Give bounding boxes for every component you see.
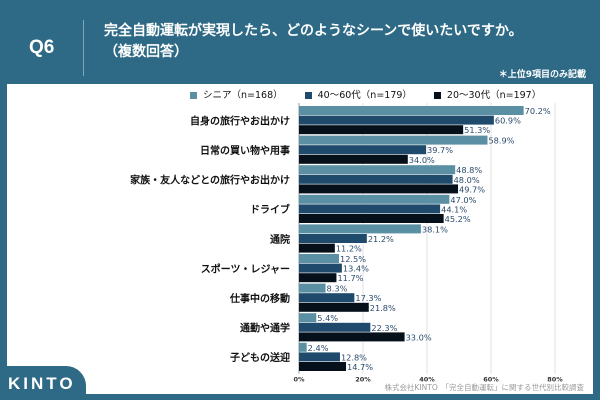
legend-label: シニア（n=168）: [203, 90, 283, 101]
bar: [299, 352, 340, 362]
data-label: 8.3%: [327, 284, 348, 294]
data-label: 48.8%: [456, 165, 482, 175]
data-label: 13.4%: [343, 264, 369, 274]
data-label: 21.8%: [370, 303, 396, 313]
bar: [299, 204, 441, 214]
bar: [299, 125, 464, 135]
category-label: 自身の旅行やお出かけ: [190, 114, 290, 127]
data-label: 33.0%: [406, 332, 432, 342]
data-label: 38.1%: [422, 224, 448, 234]
legend-item-40-60: 40〜60代（n=179）: [304, 90, 412, 102]
data-label: 21.2%: [368, 234, 394, 244]
data-label: 60.9%: [495, 116, 521, 126]
category-label: スポーツ・レジャー: [201, 262, 290, 275]
category-label: 子どもの送迎: [230, 351, 290, 364]
category-label: 通院: [270, 233, 290, 246]
bar: [299, 313, 317, 323]
bar: [299, 165, 456, 175]
category-label: ドライブ: [250, 203, 290, 216]
bar: [299, 263, 342, 273]
data-label: 14.7%: [347, 362, 373, 372]
category-label: 家族・友人などとの旅行やお出かけ: [130, 174, 290, 187]
bar: [299, 106, 524, 115]
kinto-logo: KINTO: [0, 366, 86, 400]
category-label: 通勤や通学: [240, 322, 290, 335]
x-tick-label: 40%: [419, 376, 435, 384]
source-note: 株式会社KINTO 「完全自動運転」に関する世代別比較調査: [384, 383, 584, 392]
data-label: 2.4%: [308, 343, 329, 353]
bar: [299, 135, 488, 145]
bar: [299, 115, 494, 125]
data-label: 17.3%: [355, 293, 381, 303]
data-label: 44.1%: [441, 204, 467, 214]
bar: [299, 184, 459, 194]
data-label: 5.4%: [317, 313, 338, 323]
bar: [299, 154, 408, 164]
bar: [299, 214, 444, 223]
legend-swatch: [190, 92, 197, 99]
bar: [299, 194, 450, 204]
bar: [299, 224, 421, 234]
legend-swatch: [304, 92, 312, 99]
bar: [299, 342, 307, 352]
bar: [299, 293, 355, 303]
title-line-2: （複数回答）: [104, 44, 188, 60]
data-label: 34.0%: [409, 155, 435, 165]
legend-item-senior: シニア（n=168）: [190, 90, 283, 102]
legend: シニア（n=168） 40〜60代（n=179） 20〜30代（n=197）: [190, 90, 541, 102]
bar: [299, 273, 337, 283]
legend-label: 20〜30代（n=197）: [446, 90, 542, 101]
data-label: 49.7%: [459, 184, 485, 194]
category-label: 日常の買い物や用事: [200, 144, 290, 157]
legend-label: 40〜60代（n=179）: [317, 90, 412, 101]
data-label: 39.7%: [427, 145, 453, 155]
data-label: 58.9%: [488, 136, 514, 146]
note: ＊上位9項目のみ記載: [498, 70, 586, 80]
data-label: 70.2%: [525, 106, 551, 116]
bar: [299, 362, 347, 371]
data-label: 48.0%: [454, 175, 480, 185]
data-label: 11.7%: [337, 273, 363, 283]
bar: [299, 234, 367, 243]
legend-swatch: [433, 92, 441, 99]
question-title: 完全自動運転が実現したら、どのようなシーンで使いたいですか。 （複数回答）: [104, 21, 523, 63]
bar: [299, 332, 405, 342]
x-tick-label: 0%: [293, 376, 305, 384]
data-label: 12.8%: [341, 352, 367, 362]
legend-item-20-30: 20〜30代（n=197）: [433, 90, 542, 102]
bar: [299, 322, 371, 332]
data-label: 51.3%: [464, 125, 490, 135]
bar: [299, 145, 427, 155]
title-line-1: 完全自動運転が実現したら、どのようなシーンで使いたいですか。: [104, 23, 523, 39]
x-tick-label: 20%: [355, 376, 371, 384]
data-label: 11.2%: [336, 244, 362, 254]
bar: [299, 243, 335, 253]
data-label: 45.2%: [445, 214, 471, 224]
bar: [299, 302, 369, 312]
category-label: 仕事中の移動: [229, 292, 290, 305]
bar: [299, 174, 453, 184]
divider: [83, 20, 84, 76]
data-label: 22.3%: [371, 323, 397, 333]
x-tick-label: 80%: [547, 376, 563, 384]
data-label: 47.0%: [450, 195, 476, 205]
bar: [299, 283, 326, 293]
bar: [299, 254, 339, 263]
question-number: Q6: [29, 37, 55, 58]
data-label: 12.5%: [340, 254, 366, 264]
x-tick-label: 60%: [483, 376, 499, 384]
